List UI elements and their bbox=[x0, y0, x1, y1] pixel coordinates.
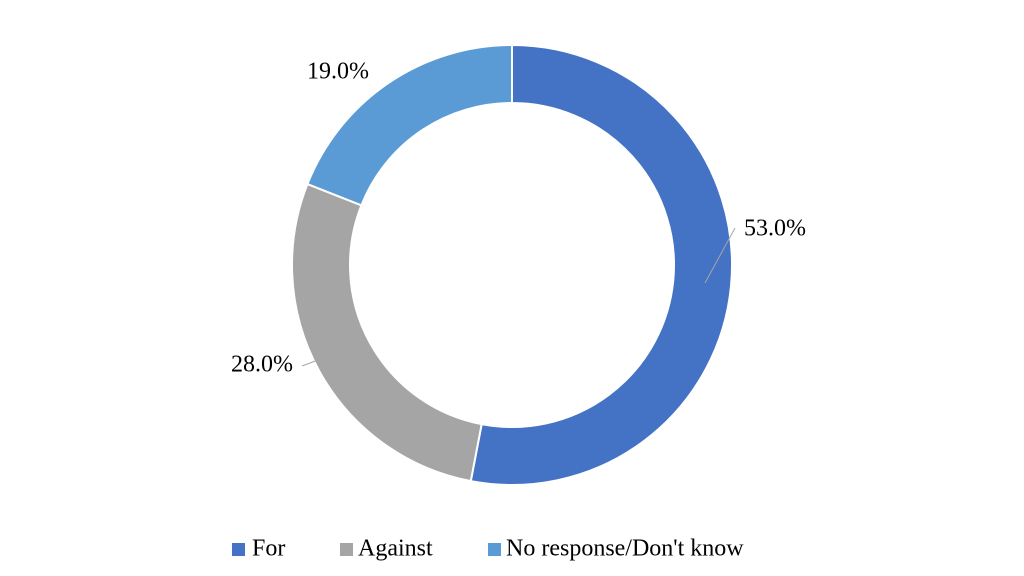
data-label: 53.0% bbox=[744, 216, 806, 242]
donut-slice bbox=[469, 43, 733, 486]
legend-swatch bbox=[340, 543, 353, 556]
data-label: 19.0% bbox=[307, 59, 369, 85]
leader-line bbox=[704, 227, 736, 284]
data-label: 28.0% bbox=[231, 352, 293, 378]
legend-swatch bbox=[488, 543, 501, 556]
leader-line bbox=[301, 359, 319, 367]
legend-label: No response/Don't know bbox=[506, 536, 744, 562]
legend-label: Against bbox=[358, 536, 433, 562]
legend-swatch bbox=[232, 543, 245, 556]
donut-slice bbox=[291, 182, 483, 483]
donut-slice bbox=[306, 43, 513, 207]
legend-label: For bbox=[252, 536, 285, 562]
